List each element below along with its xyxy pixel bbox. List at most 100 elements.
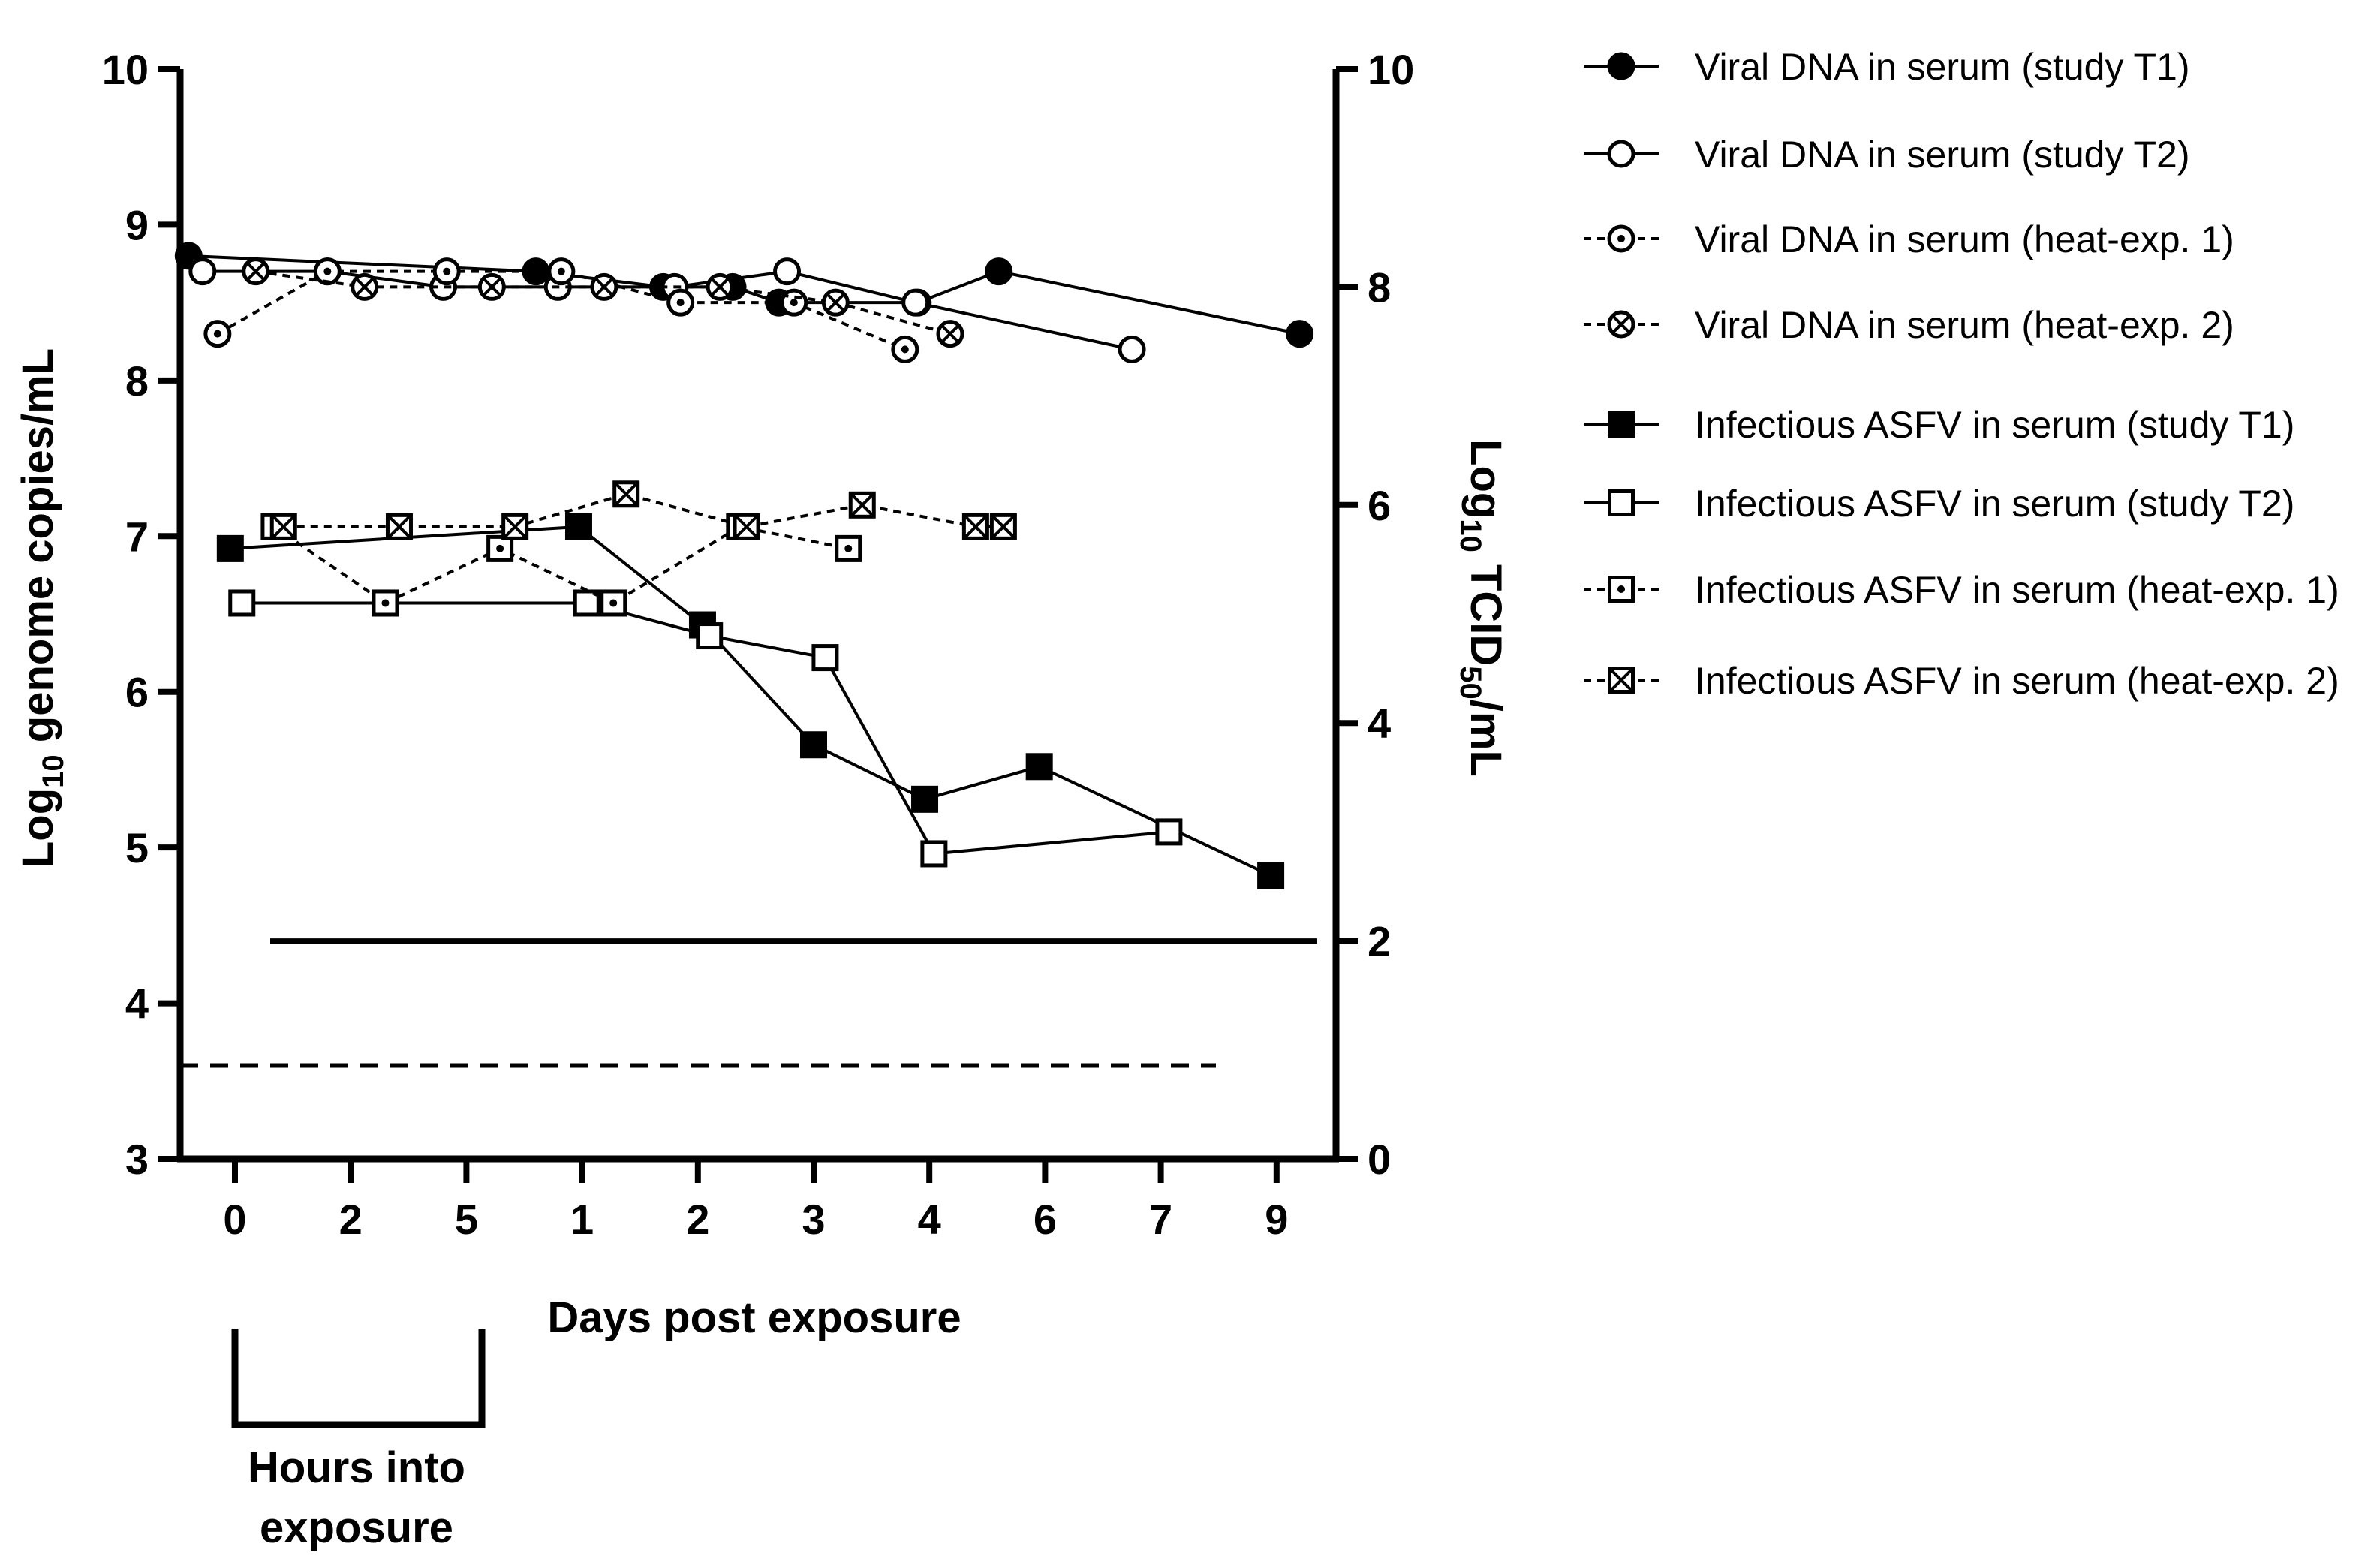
data-point [1257,862,1285,889]
hours-bracket [231,1329,486,1428]
legend-item: Infectious ASFV in serum (study T1) [1584,404,2294,446]
legend-marker [1608,667,1635,694]
data-point [228,589,256,617]
legend-item: Viral DNA in serum (study T1) [1584,46,2189,88]
data-point [696,622,724,650]
data-point [911,785,939,813]
y-left-tick-label: 3 [125,1136,149,1183]
legend-item: Infectious ASFV in serum (heat-exp. 2) [1584,660,2339,702]
legend-label: Infectious ASFV in serum (heat-exp. 1) [1695,569,2339,611]
data-point [706,272,734,301]
data-point [901,288,930,317]
data-point [1155,818,1183,846]
y-right-tick-label: 8 [1368,263,1391,311]
data-point [501,513,529,540]
legend-label: Viral DNA in serum (study T2) [1695,134,2189,176]
data-point [600,589,627,617]
data-point [612,480,640,508]
legend-marker [1608,576,1635,603]
y-left-axis-label: Log10 genome copies/mL [14,348,70,868]
y-right-label-suffix: /mL [1461,700,1510,777]
legend-marker [1608,489,1635,516]
data-point [564,513,592,540]
legend-marker [1608,411,1635,438]
x-tick-label: 4 [918,1196,941,1243]
data-point [920,840,948,868]
y-right-tick-label: 6 [1368,482,1391,529]
data-point [351,272,379,301]
data-point [1118,335,1146,363]
y-right-tick-label: 4 [1368,700,1391,747]
data-point [432,257,461,286]
y-left-tick-label: 9 [125,201,149,248]
legend-label: Viral DNA in serum (heat-exp. 1) [1695,218,2234,260]
legend-marker [1607,224,1635,253]
legend: Viral DNA in serum (study T1) Viral DNA i… [1584,46,2339,702]
y-right-tick-label: 0 [1368,1136,1391,1183]
y-right-label-sub1: 10 [1454,519,1487,552]
bracket-label-line2: exposure [260,1503,453,1552]
data-point [666,288,695,317]
x-tick-label: 0 [223,1196,246,1243]
data-point [989,513,1017,540]
y-left-label-suffix: genome copies/mL [14,348,62,754]
legend-item: Viral DNA in serum (study T2) [1584,134,2189,176]
series-line-8 [283,492,1003,528]
data-point [385,513,413,540]
y-right-axis-label: Log10 TCID50/mL [1454,439,1510,777]
y-left-tick-label: 8 [125,357,149,405]
data-point [372,589,399,617]
plot-area [174,242,1317,1068]
x-tick-label: 5 [455,1196,478,1243]
data-point [780,288,808,317]
x-tick-label: 2 [339,1196,363,1243]
y-right-label-sub2: 50 [1454,666,1487,700]
data-point [800,731,827,759]
legend-marker [1607,310,1635,339]
data-point [773,257,802,286]
series-line-5 [230,525,1271,877]
data-point [1025,753,1053,781]
legend-label: Infectious ASFV in serum (heat-exp. 2) [1695,660,2339,702]
data-point [477,272,506,301]
data-point [891,335,919,363]
y-left-tick-label: 7 [125,513,149,560]
legend-marker [1607,52,1635,80]
legend-label: Viral DNA in serum (heat-exp. 2) [1695,304,2234,346]
data-point [1286,320,1314,348]
data-point [269,513,297,540]
y-left-tick-label: 6 [125,669,149,716]
x-tick-label: 2 [686,1196,709,1243]
data-point [216,534,244,562]
legend-item: Viral DNA in serum (heat-exp. 1) [1584,218,2234,260]
y-left-tick-label: 4 [125,980,149,1028]
legend-label: Infectious ASFV in serum (study T2) [1695,483,2294,525]
x-tick-label: 6 [1034,1196,1057,1243]
data-point [203,320,232,348]
x-axis-label: Days post exposure [547,1293,961,1342]
y-left-tick-label: 10 [102,46,149,93]
data-point [848,491,876,519]
axes: 3 4 5 6 7 8 9 10 0 2 4 6 8 10 0 2 5 1 2 3 4 6 7 9 [102,46,1414,1428]
y-right-label-mid: TCID [1461,552,1510,666]
legend-item: Infectious ASFV in serum (heat-exp. 1) [1584,569,2339,611]
data-point [985,257,1013,286]
y-left-tick-label: 5 [125,824,149,871]
y-right-tick-label: 10 [1368,46,1414,93]
data-point [733,513,760,540]
x-tick-label: 9 [1265,1196,1288,1243]
legend-item: Viral DNA in serum (heat-exp. 2) [1584,304,2234,346]
legend-label: Viral DNA in serum (study T1) [1695,46,2189,88]
data-point [811,644,839,672]
y-right-tick-label: 2 [1368,918,1391,965]
y-left-label-sub: 10 [37,754,70,788]
series-line-7 [273,525,849,605]
data-point [242,257,270,286]
data-point [313,257,342,286]
data-point [936,320,964,348]
x-tick-label: 3 [802,1196,825,1243]
legend-item: Infectious ASFV in serum (study T2) [1584,483,2294,525]
data-point [547,257,576,286]
legend-marker [1607,140,1635,168]
